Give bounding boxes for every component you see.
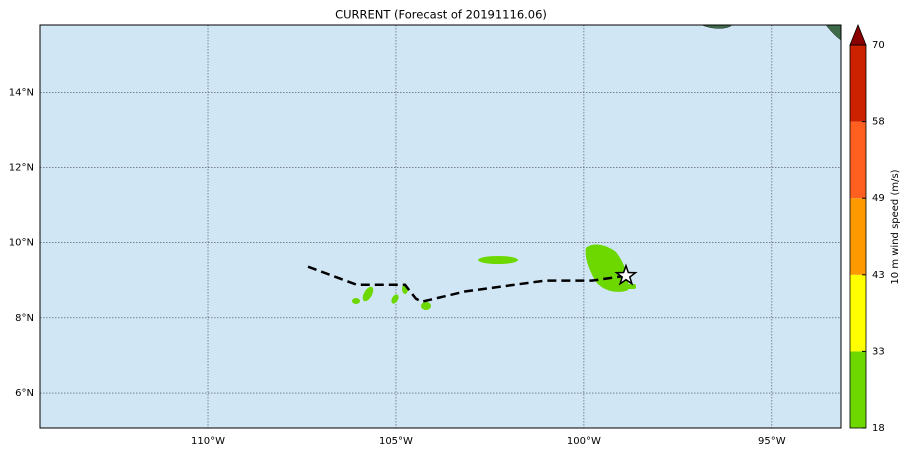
colorbar-extend (849, 23, 867, 46)
colorbar-tick-label: 43 (872, 270, 885, 281)
colorbar-label: 10 m wind speed (m/s) (890, 169, 901, 284)
colorbar-tick-label: 33 (872, 346, 885, 357)
lat-label: 10°N (9, 238, 34, 249)
swath (391, 294, 399, 304)
lat-label: 14°N (9, 87, 34, 98)
colorbar-segment (850, 45, 866, 122)
swath (352, 298, 360, 304)
colorbar-frame (849, 44, 867, 429)
colorbar-segment (850, 121, 866, 199)
colorbar-tick-label: 18 (872, 423, 885, 434)
storm-position (614, 263, 638, 286)
colorbar-tick-label: 58 (872, 117, 885, 128)
lat-label: 6°N (15, 388, 34, 399)
colorbar-tick-label: 70 (872, 40, 885, 51)
swath (622, 284, 636, 289)
colorbar-segment (850, 198, 866, 275)
lat-label: 12°N (9, 162, 34, 173)
lon-label: 105°W (379, 436, 413, 447)
ocean (40, 25, 841, 428)
swath (421, 302, 431, 310)
swath (478, 256, 518, 264)
storm-track (307, 265, 627, 304)
title: CURRENT (Forecast of 20191116.06) (335, 8, 547, 22)
lon-label: 95°W (758, 436, 786, 447)
map-frame (39, 24, 842, 429)
lon-label: 100°W (567, 436, 601, 447)
colorbar-segment (850, 351, 866, 428)
colorbar-segment (850, 274, 866, 352)
swath (362, 286, 374, 302)
lon-label: 110°W (191, 436, 225, 447)
colorbar-tick-label: 49 (872, 193, 885, 204)
lat-label: 8°N (15, 313, 34, 324)
